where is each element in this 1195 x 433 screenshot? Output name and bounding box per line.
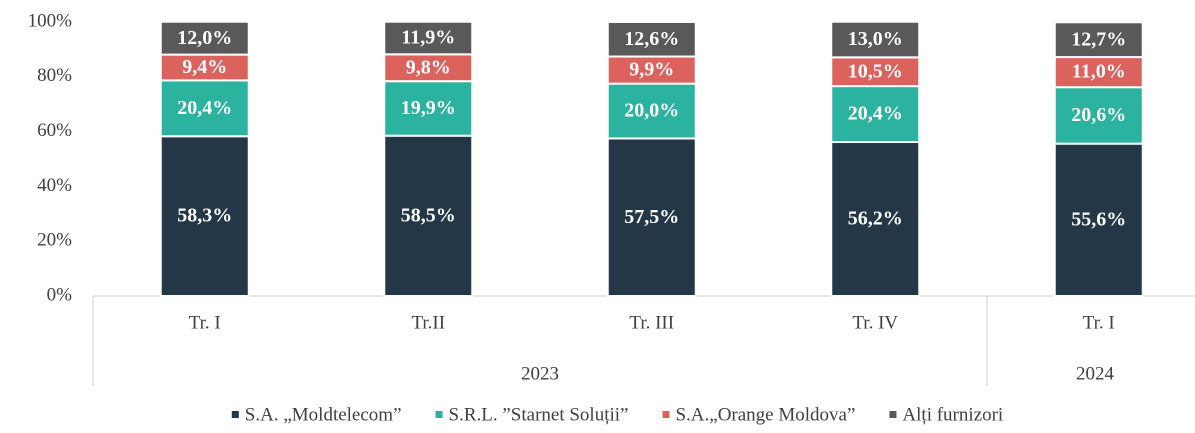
legend-swatch <box>662 411 670 418</box>
bar-segment <box>1053 142 1144 297</box>
bar-segment <box>1053 86 1144 145</box>
bar-segment <box>159 135 250 297</box>
bar-segment <box>159 53 250 82</box>
value-label: 19,9% <box>401 97 456 119</box>
value-label: 20,6% <box>1071 104 1126 126</box>
bar-segment <box>606 21 697 58</box>
value-label: 20,4% <box>177 97 232 119</box>
bar-segment <box>830 141 921 297</box>
value-label: 58,5% <box>401 204 456 226</box>
value-label: 20,4% <box>848 103 903 125</box>
value-label: 58,3% <box>177 205 232 227</box>
bar-segment <box>830 20 921 59</box>
x-tick-label: Tr. I <box>1083 312 1115 333</box>
legend-label: S.A.„Orange Moldova” <box>675 404 855 425</box>
value-label: 11,0% <box>1072 61 1126 83</box>
legend-swatch <box>231 411 239 418</box>
value-label: 12,0% <box>177 27 232 49</box>
bar-segment <box>606 137 697 297</box>
value-label: 9,8% <box>406 56 451 78</box>
legend-swatch <box>435 411 443 418</box>
x-tick-label: Tr.II <box>411 312 445 333</box>
value-label: 13,0% <box>848 28 903 50</box>
y-tick-label: 20% <box>37 230 72 251</box>
value-label: 12,7% <box>1071 28 1126 50</box>
value-label: 9,9% <box>629 59 674 81</box>
value-label: 11,9% <box>401 27 455 49</box>
bar-segment <box>1053 21 1144 59</box>
bar-segment <box>383 20 474 56</box>
bar-segment <box>830 56 921 88</box>
y-tick-label: 0% <box>47 284 73 305</box>
bar-segment <box>383 134 474 297</box>
group-label: 2023 <box>521 363 559 384</box>
legend-label: S.A. „Moldtelecom” <box>245 404 402 425</box>
bar-segment <box>383 53 474 83</box>
bar-segment <box>383 80 474 137</box>
value-label: 56,2% <box>848 208 903 230</box>
bar-segment <box>159 20 250 56</box>
value-label: 55,6% <box>1071 208 1126 230</box>
value-label: 12,6% <box>624 28 679 50</box>
x-tick-label: Tr. I <box>189 312 221 333</box>
value-label: 57,5% <box>624 206 679 228</box>
legend-swatch <box>889 411 897 418</box>
value-label: 10,5% <box>848 60 903 82</box>
y-tick-label: 60% <box>37 120 72 141</box>
legend-label: Alți furnizori <box>902 404 1003 425</box>
x-tick-label: Tr. IV <box>852 312 898 333</box>
group-label: 2024 <box>1076 363 1115 384</box>
y-tick-label: 80% <box>37 65 72 86</box>
value-label: 20,0% <box>624 100 679 122</box>
bar-segment <box>1053 56 1144 89</box>
y-tick-label: 40% <box>37 175 72 196</box>
y-tick-label: 100% <box>28 10 73 31</box>
bar-segment <box>606 55 697 85</box>
x-tick-label: Tr. III <box>629 312 674 333</box>
value-label: 9,4% <box>182 56 227 78</box>
legend-label: S.R.L. ”Starnet Soluții” <box>449 404 629 425</box>
